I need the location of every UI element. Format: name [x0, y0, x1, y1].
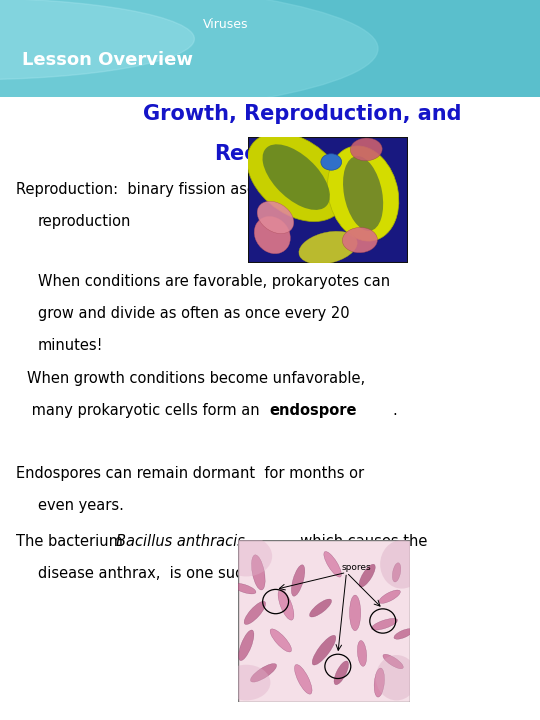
- Text: Recombination: Recombination: [214, 144, 390, 164]
- Ellipse shape: [394, 629, 413, 639]
- Ellipse shape: [252, 555, 265, 590]
- Text: When conditions are favorable, prokaryotes can: When conditions are favorable, prokaryot…: [38, 274, 390, 289]
- Ellipse shape: [220, 536, 272, 577]
- Text: grow and divide as often as once every 20: grow and divide as often as once every 2…: [38, 306, 349, 321]
- Ellipse shape: [233, 583, 256, 594]
- Ellipse shape: [350, 138, 382, 161]
- Ellipse shape: [380, 540, 423, 589]
- Ellipse shape: [278, 590, 294, 620]
- Circle shape: [0, 0, 378, 119]
- Text: Endospores can remain dormant  for months or: Endospores can remain dormant for months…: [16, 466, 364, 481]
- Circle shape: [0, 0, 194, 80]
- Text: When growth conditions become unfavorable,: When growth conditions become unfavorabl…: [27, 371, 365, 386]
- Ellipse shape: [357, 641, 367, 666]
- Ellipse shape: [312, 635, 336, 665]
- Text: many prokaryotic cells form an: many prokaryotic cells form an: [27, 403, 264, 418]
- Text: The bacterium: The bacterium: [16, 534, 127, 549]
- Ellipse shape: [262, 144, 330, 210]
- Text: endospore: endospore: [269, 403, 356, 418]
- Ellipse shape: [334, 661, 348, 685]
- Text: Viruses: Viruses: [202, 18, 248, 31]
- Ellipse shape: [372, 618, 397, 630]
- Text: Bacillus anthracis,: Bacillus anthracis,: [116, 534, 249, 549]
- Text: reproduction: reproduction: [38, 214, 131, 229]
- Ellipse shape: [393, 563, 401, 582]
- Ellipse shape: [324, 552, 341, 577]
- Text: Lesson Overview: Lesson Overview: [22, 51, 193, 69]
- Text: disease anthrax,  is one such bacterium.: disease anthrax, is one such bacterium.: [38, 567, 336, 582]
- Ellipse shape: [309, 599, 332, 617]
- Ellipse shape: [374, 668, 384, 697]
- Ellipse shape: [257, 202, 294, 233]
- Ellipse shape: [247, 132, 346, 222]
- Text: Growth, Reproduction, and: Growth, Reproduction, and: [143, 104, 462, 125]
- Ellipse shape: [299, 231, 357, 264]
- Text: minutes!: minutes!: [38, 338, 103, 354]
- Ellipse shape: [376, 655, 417, 701]
- Ellipse shape: [349, 595, 361, 631]
- Text: even years.: even years.: [38, 498, 124, 513]
- Ellipse shape: [379, 590, 400, 603]
- Ellipse shape: [239, 630, 254, 661]
- Ellipse shape: [254, 217, 291, 253]
- Circle shape: [321, 154, 342, 170]
- Ellipse shape: [342, 228, 377, 253]
- Ellipse shape: [270, 629, 292, 652]
- Text: which causes the: which causes the: [291, 534, 427, 549]
- Ellipse shape: [251, 664, 276, 682]
- Text: Reproduction:  binary fission asexual form of: Reproduction: binary fission asexual for…: [16, 181, 345, 197]
- Ellipse shape: [222, 665, 271, 701]
- Ellipse shape: [292, 564, 305, 596]
- Ellipse shape: [343, 156, 383, 231]
- Text: .: .: [392, 403, 397, 418]
- Ellipse shape: [383, 654, 403, 669]
- Ellipse shape: [294, 665, 312, 694]
- Ellipse shape: [327, 146, 399, 241]
- Text: spores: spores: [341, 563, 371, 572]
- Ellipse shape: [359, 564, 375, 587]
- Ellipse shape: [244, 601, 266, 624]
